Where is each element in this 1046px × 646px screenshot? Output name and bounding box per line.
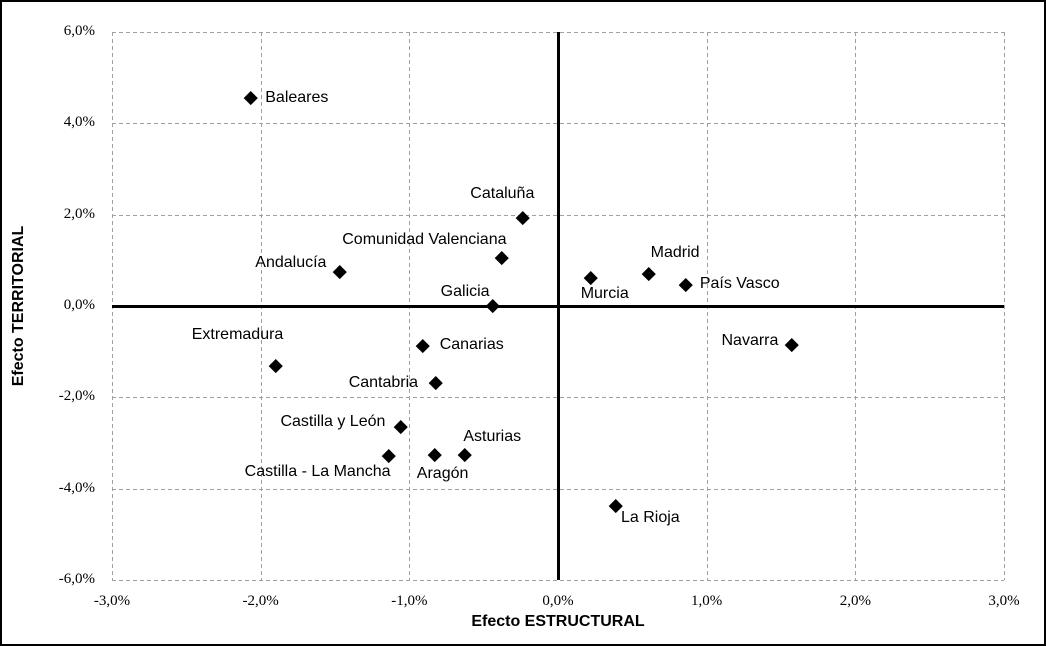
data-point-marker (784, 338, 799, 352)
data-point-label: Extremadura (191, 325, 284, 343)
y-tick-label: 6,0% (63, 23, 95, 39)
x-tick-label: -2,0% (242, 593, 279, 609)
data-point-label: Castilla y León (280, 413, 386, 431)
x-tick-label: 1,0% (691, 593, 723, 609)
data-point-label: Canarias (439, 336, 504, 354)
x-axis-title: Efecto ESTRUCTURAL (471, 613, 645, 630)
data-point-label: Asturias (463, 427, 522, 445)
data-point-label: Navarra (721, 331, 779, 349)
plot-area: Baleares Cataluña Comunidad Valenciana Anda… (112, 32, 1005, 581)
data-point-label: Comunidad Valenciana (342, 231, 507, 249)
data-point-label: Madrid (650, 244, 700, 262)
data-point-marker (381, 449, 396, 463)
x-tick-label: 2,0% (839, 593, 871, 609)
data-point-marker (332, 265, 347, 279)
data-point-label: Cataluña (470, 184, 535, 202)
data-point-label: La Rioja (620, 509, 680, 527)
y-tick-label: 0,0% (63, 297, 95, 313)
data-point-label: Castilla - La Mancha (244, 462, 391, 480)
x-tick-label: -1,0% (391, 593, 428, 609)
data-point-marker (393, 420, 408, 434)
y-tick-label: -2,0% (58, 388, 95, 405)
data-point-marker (583, 271, 598, 285)
data-point-marker (679, 278, 693, 292)
data-point-label: Andalucía (255, 254, 327, 272)
data-point-marker (429, 376, 443, 390)
data-point-marker (641, 267, 656, 281)
data-point-marker (494, 251, 509, 265)
y-tick-label: 4,0% (63, 114, 95, 131)
y-tick-label: 2,0% (63, 205, 95, 222)
x-tick-label: 0,0% (542, 593, 574, 609)
data-point-label: Murcia (580, 285, 629, 303)
data-point-label: Aragón (416, 464, 469, 482)
data-point-marker (415, 339, 430, 353)
x-tick-label: -3,0% (93, 593, 131, 609)
data-point-marker (268, 359, 283, 373)
y-tick-label: -4,0% (58, 479, 95, 496)
y-tick-label: -6,0% (58, 571, 95, 587)
data-point-marker (243, 91, 257, 105)
data-point-label: Cantabria (348, 374, 419, 392)
data-point-marker (457, 448, 472, 462)
x-axis-line (112, 304, 1004, 308)
x-tick-label: 3,0% (988, 593, 1020, 609)
data-point-marker (485, 299, 500, 313)
data-point-label: País Vasco (699, 274, 780, 292)
data-point-label: Galicia (440, 283, 490, 300)
v-gridline (1004, 32, 1005, 580)
h-gridline (112, 580, 1004, 581)
data-point-marker (427, 448, 442, 462)
data-point-label: Baleares (265, 89, 329, 107)
data-point-marker (515, 211, 530, 225)
